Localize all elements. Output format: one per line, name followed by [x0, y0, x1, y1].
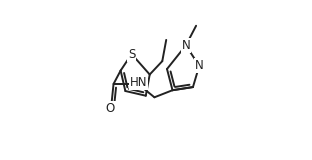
Text: S: S	[128, 48, 135, 60]
Text: N: N	[195, 59, 204, 72]
Text: O: O	[106, 102, 115, 115]
Text: N: N	[182, 39, 190, 52]
Text: HN: HN	[130, 76, 148, 89]
